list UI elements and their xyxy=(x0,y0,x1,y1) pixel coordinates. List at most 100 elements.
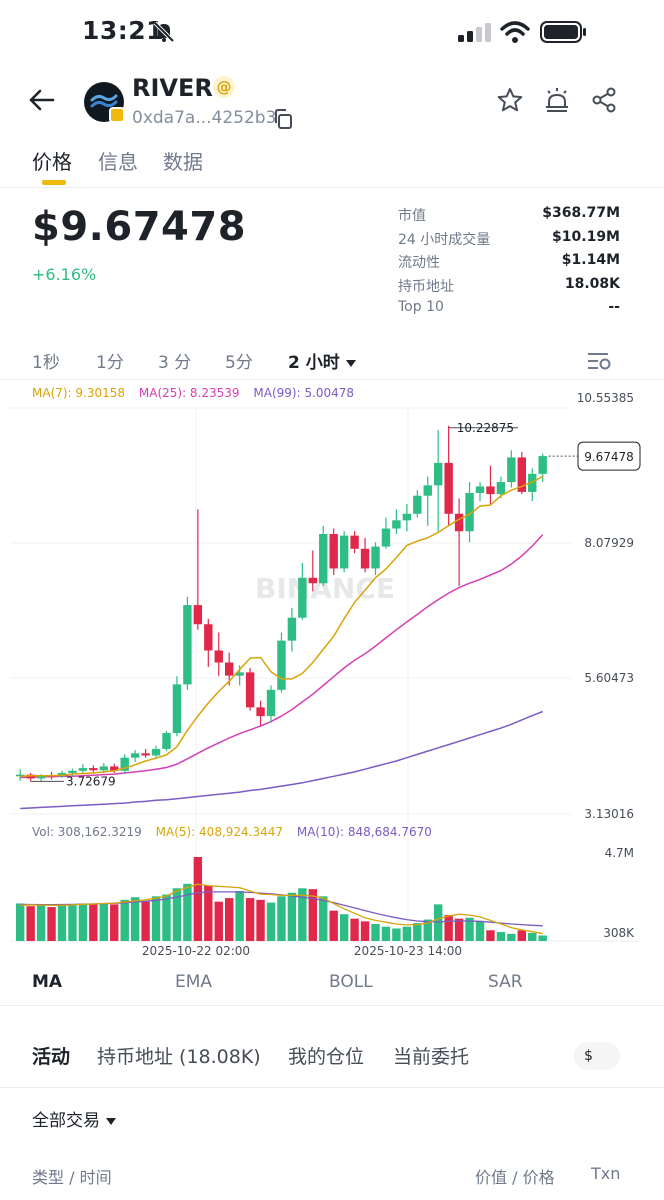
candle-body xyxy=(528,473,537,492)
candle-body xyxy=(434,462,443,486)
trade-list-header: 类型 / 时间 价值 / 价格 Txn xyxy=(0,1160,664,1190)
chevron-down-icon xyxy=(345,359,356,367)
candle-body xyxy=(517,457,526,492)
wifi-icon xyxy=(500,21,530,43)
price-chart[interactable]: BINANCE10.553858.079295.604733.1301610.2… xyxy=(0,380,664,960)
stat-row-market-cap: 市值 $368.77M xyxy=(398,205,620,229)
volume-bar xyxy=(413,923,422,941)
volume-bar xyxy=(266,902,276,941)
tab-info[interactable]: 信息 xyxy=(98,150,138,174)
volume-bar xyxy=(381,926,391,941)
header-txn: Txn xyxy=(591,1164,621,1183)
tab-price[interactable]: 价格 xyxy=(32,150,72,174)
interval-1s[interactable]: 1秒 xyxy=(32,353,60,373)
volume-bar xyxy=(16,903,25,941)
tab-activity[interactable]: 活动 xyxy=(32,1046,71,1068)
ma-legend: MA(7): 9.30158 MA(25): 8.23539 MA(99): 5… xyxy=(32,386,364,400)
candle-body xyxy=(402,513,412,521)
tab-data[interactable]: 数据 xyxy=(163,150,203,174)
copy-icon[interactable] xyxy=(272,108,294,130)
tab-active-indicator xyxy=(42,180,66,185)
volume-bar xyxy=(193,857,203,941)
volume-bar xyxy=(225,898,234,941)
candle-body xyxy=(256,707,265,717)
candle-body xyxy=(475,486,485,493)
tab-holders[interactable]: 持币地址 (18.08K) xyxy=(97,1046,261,1068)
currency-toggle[interactable]: $ xyxy=(574,1042,620,1070)
battery-icon xyxy=(540,21,586,43)
volume-bar xyxy=(172,888,182,941)
interval-3m[interactable]: 3 分 xyxy=(158,353,192,373)
volume-bar xyxy=(423,919,432,941)
volume-bar xyxy=(360,921,370,941)
volume-bar xyxy=(162,894,171,941)
indicator-ma[interactable]: MA xyxy=(32,972,63,992)
stat-row-top10: Top 10 -- xyxy=(398,299,620,323)
indicator-ema[interactable]: EMA xyxy=(175,972,213,992)
header-value-price: 价值 / 价格 xyxy=(475,1168,555,1187)
status-bar: 13:21 xyxy=(0,0,664,64)
candle-body xyxy=(371,546,380,569)
volume-bar xyxy=(371,924,380,941)
ma99-line xyxy=(20,710,543,810)
interval-1m[interactable]: 1分 xyxy=(96,353,124,373)
back-arrow-icon[interactable] xyxy=(26,84,58,116)
candle-body xyxy=(78,768,88,771)
volume-bar xyxy=(517,930,526,941)
current-price-label: 9.67478 xyxy=(584,450,634,464)
candle-body xyxy=(151,748,161,756)
mention-icon[interactable]: @ xyxy=(213,76,235,98)
stat-label: Top 10 xyxy=(398,299,444,315)
candle-body xyxy=(496,482,506,495)
volume-bar xyxy=(57,905,67,941)
chain-badge-icon xyxy=(109,107,125,123)
signal-icon xyxy=(458,23,491,42)
stat-row-holders: 持币地址 18.08K xyxy=(398,276,620,300)
indicator-boll[interactable]: BOLL xyxy=(329,972,373,992)
chart-settings-icon[interactable] xyxy=(586,350,612,372)
volume-bar xyxy=(277,896,286,941)
price-alert-icon[interactable] xyxy=(543,86,571,114)
candle-body xyxy=(36,775,46,779)
candle-body xyxy=(423,485,432,496)
candle-body xyxy=(68,770,77,773)
volume-bar xyxy=(475,921,485,941)
candle-body xyxy=(235,672,244,676)
tab-my-positions[interactable]: 我的仓位 xyxy=(288,1046,365,1068)
candle-body xyxy=(538,456,547,474)
tab-open-orders[interactable]: 当前委托 xyxy=(393,1046,470,1068)
high-price-label: 10.22875 xyxy=(457,421,514,435)
volume-bar xyxy=(47,907,56,941)
candle-body xyxy=(16,774,25,777)
header-type-time: 类型 / 时间 xyxy=(32,1168,112,1187)
candle-body xyxy=(486,486,495,495)
ma25-line xyxy=(20,534,544,779)
activity-tabs: 活动 持币地址 (18.08K) 我的仓位 当前委托 $ xyxy=(0,1030,664,1088)
volume-bar xyxy=(298,888,307,941)
candle-body xyxy=(245,672,255,708)
stat-value: $368.77M xyxy=(542,205,620,221)
token-address: 0xda7a...4252b3 xyxy=(132,108,277,128)
volume-bar xyxy=(26,906,35,941)
interval-5m[interactable]: 5分 xyxy=(225,353,253,373)
trade-filter-dropdown[interactable]: 全部交易 xyxy=(32,1106,116,1131)
volume-axis-tick: 308K xyxy=(603,926,635,940)
volume-bar xyxy=(444,915,453,941)
price-axis-tick: 10.55385 xyxy=(577,391,634,405)
candle-body xyxy=(360,548,370,569)
volume-bar xyxy=(183,883,192,941)
volume-bar xyxy=(130,897,140,941)
share-icon[interactable] xyxy=(590,86,618,114)
interval-2h-dropdown[interactable]: 2 小时 xyxy=(288,348,356,373)
stat-row-volume: 24 小时成交量 $10.19M xyxy=(398,229,620,253)
interval-label: 2 小时 xyxy=(288,353,340,373)
volume-bar xyxy=(235,890,244,941)
favorite-star-icon[interactable] xyxy=(496,86,524,114)
candle-body xyxy=(413,495,422,514)
candle-body xyxy=(130,753,140,758)
volume-bar xyxy=(402,926,412,941)
candle-body xyxy=(204,624,213,651)
indicator-sar[interactable]: SAR xyxy=(488,972,523,992)
candle-body xyxy=(319,533,328,584)
candle-body xyxy=(339,535,349,569)
